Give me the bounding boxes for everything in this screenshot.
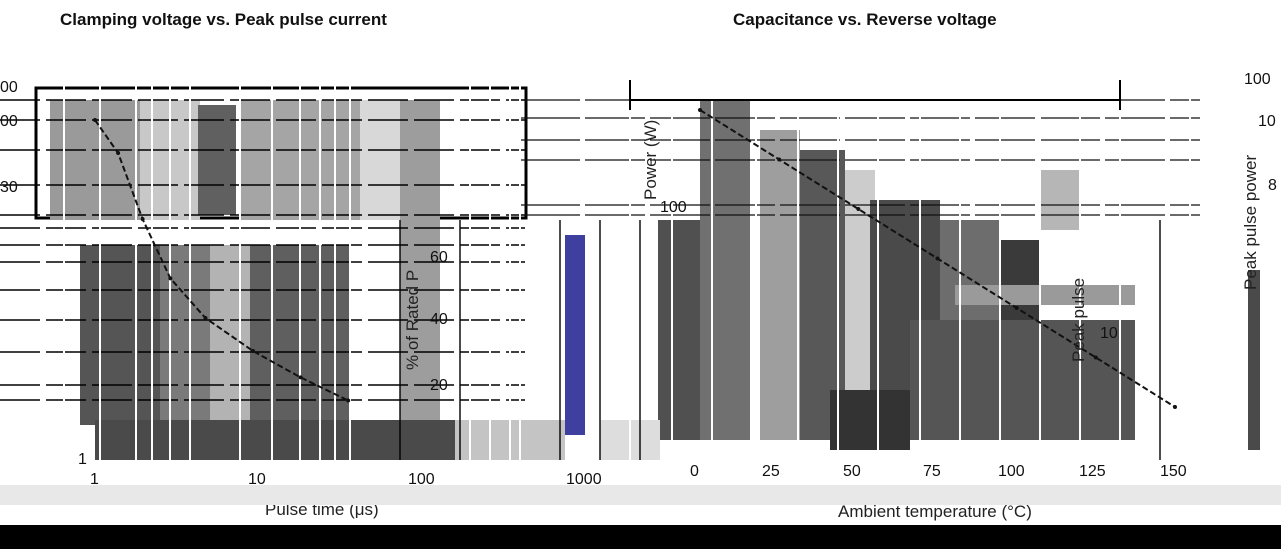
left-series-point (203, 316, 208, 320)
right-x-tick: 50 (843, 463, 861, 480)
left-y-tick: 1 (78, 451, 87, 468)
left-series-point (251, 349, 255, 353)
power-y-tick: 100 (660, 199, 687, 216)
shade-block (160, 245, 210, 425)
shade-block (1248, 270, 1260, 450)
rated-y-tick: 20 (430, 377, 448, 394)
left-series-point (116, 151, 121, 155)
shade-block (658, 220, 700, 440)
right-x-tick: 150 (1160, 463, 1187, 480)
shade-block (760, 130, 800, 440)
footer-strip (0, 485, 1281, 505)
left-series-point (140, 217, 145, 221)
left-x-tick: 10 (248, 471, 266, 488)
power-y-axis-label: Power (W) (641, 120, 660, 200)
shade-block (95, 420, 455, 460)
left-x-tick: 100 (408, 471, 435, 488)
right-series-point (698, 108, 702, 112)
right-edge-tick: 100 (1244, 71, 1271, 88)
left-series-point (346, 398, 351, 403)
right-chart-title: Capacitance vs. Reverse voltage (733, 10, 997, 29)
power-edge-label: Peak pulse power (1241, 155, 1260, 290)
right-x-tick: 100 (998, 463, 1025, 480)
right-x-tick: 25 (762, 463, 780, 480)
pulse-y-axis-label: Peak pulse (1069, 278, 1088, 362)
right-x-axis-label: Ambient temperature (°C) (838, 502, 1032, 521)
left-series-point (298, 375, 303, 380)
grid-lines (0, 80, 1200, 460)
shade-block (700, 100, 750, 440)
left-series-point (168, 276, 173, 281)
rated-y-tick: 60 (430, 249, 448, 266)
left-edge-tick: 30 (0, 179, 18, 196)
rated-y-tick: 40 (430, 311, 448, 328)
right-x-tick: 0 (690, 463, 699, 480)
shade-block (830, 390, 910, 450)
shade-block (955, 285, 1135, 305)
shade-block (198, 105, 236, 215)
right-edge-tick: 8 (1268, 177, 1277, 194)
right-series-point (777, 157, 782, 162)
rated-y-axis-label: % of Rated P (403, 270, 422, 370)
shade-block (910, 320, 1135, 440)
series-layer (93, 108, 1177, 409)
shade-block (80, 245, 160, 425)
shade-block (1000, 240, 1040, 320)
shade-block (1040, 170, 1080, 230)
shade-block (565, 235, 585, 435)
shade-block (400, 100, 440, 420)
right-edge-tick: 10 (1258, 113, 1276, 130)
right-series-point (935, 256, 940, 261)
right-x-tick: 75 (923, 463, 941, 480)
left-edge-tick: 00 (0, 79, 18, 96)
right-series-point (1014, 306, 1019, 310)
right-series-point (1173, 405, 1177, 409)
bottom-bar (0, 525, 1281, 549)
right-x-tick: 125 (1079, 463, 1106, 480)
shade-block (360, 100, 400, 220)
pulse-y-tick: 10 (1100, 325, 1118, 342)
right-series-point (856, 207, 861, 211)
left-chart-title: Clamping voltage vs. Peak pulse current (60, 10, 387, 29)
left-x-tick: 1 (90, 471, 99, 488)
left-edge-tick: 00 (0, 113, 18, 130)
right-series-point (1093, 355, 1098, 360)
left-series-point (93, 118, 97, 122)
left-series-line (94, 119, 349, 402)
left-x-tick: 1000 (566, 471, 602, 488)
shade-block (210, 245, 250, 425)
